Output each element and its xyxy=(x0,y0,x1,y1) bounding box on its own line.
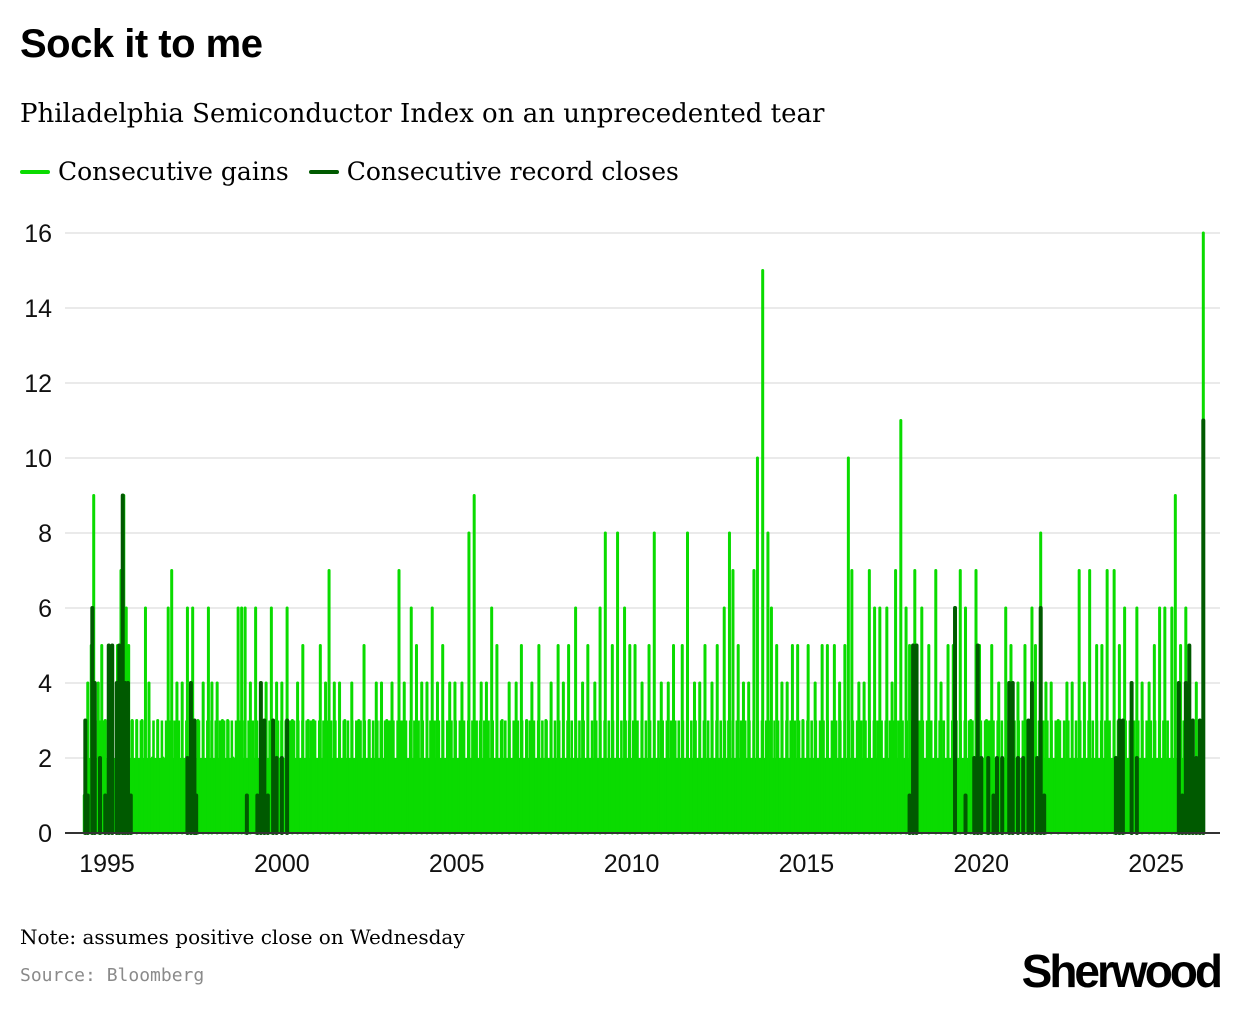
chart-note: Note: assumes positive close on Wednesda… xyxy=(20,925,465,949)
y-tick-label: 14 xyxy=(24,295,52,323)
x-tick-label: 2015 xyxy=(779,850,835,878)
x-tick-label: 2020 xyxy=(953,850,1009,878)
chart-subtitle: Philadelphia Semiconductor Index on an u… xyxy=(20,99,825,129)
legend-item-records: Consecutive record closes xyxy=(308,157,679,186)
legend-swatch-gains xyxy=(20,169,50,174)
y-axis-labels: 0 2 4 6 8 10 12 14 16 xyxy=(24,220,52,848)
brand-logo: Sherwood xyxy=(1021,945,1223,997)
chart-source: Source: Bloomberg xyxy=(20,965,205,986)
x-axis-labels: 1995 2000 2005 2010 2015 2020 2025 xyxy=(79,850,1184,878)
chart-title: Sock it to me xyxy=(20,22,263,66)
y-tick-label: 12 xyxy=(24,370,52,398)
x-tick-label: 2005 xyxy=(429,850,485,878)
y-tick-label: 8 xyxy=(38,520,52,548)
chart-plot: 0 2 4 6 8 10 12 14 16 1995 2000 2005 2010 2015 2020 20… xyxy=(24,220,1220,878)
y-tick-label: 0 xyxy=(38,820,52,848)
y-tick-label: 4 xyxy=(38,670,52,698)
y-tick-label: 16 xyxy=(24,220,52,248)
y-tick-label: 6 xyxy=(38,595,52,623)
legend-item-gains: Consecutive gains xyxy=(20,157,289,186)
x-tick-label: 1995 xyxy=(79,850,135,878)
legend-swatch-records xyxy=(308,169,339,174)
x-tick-label: 2025 xyxy=(1128,850,1184,878)
legend-label-records: Consecutive record closes xyxy=(346,157,679,186)
legend: Consecutive gains Consecutive record clo… xyxy=(20,157,699,186)
legend-label-gains: Consecutive gains xyxy=(58,157,289,186)
gridlines xyxy=(65,232,1220,759)
x-tick-label: 2010 xyxy=(604,850,660,878)
x-tick-label: 2000 xyxy=(254,850,310,878)
y-tick-label: 2 xyxy=(38,745,52,773)
series-consecutive-record-closes xyxy=(83,418,1206,835)
y-tick-label: 10 xyxy=(24,445,52,473)
